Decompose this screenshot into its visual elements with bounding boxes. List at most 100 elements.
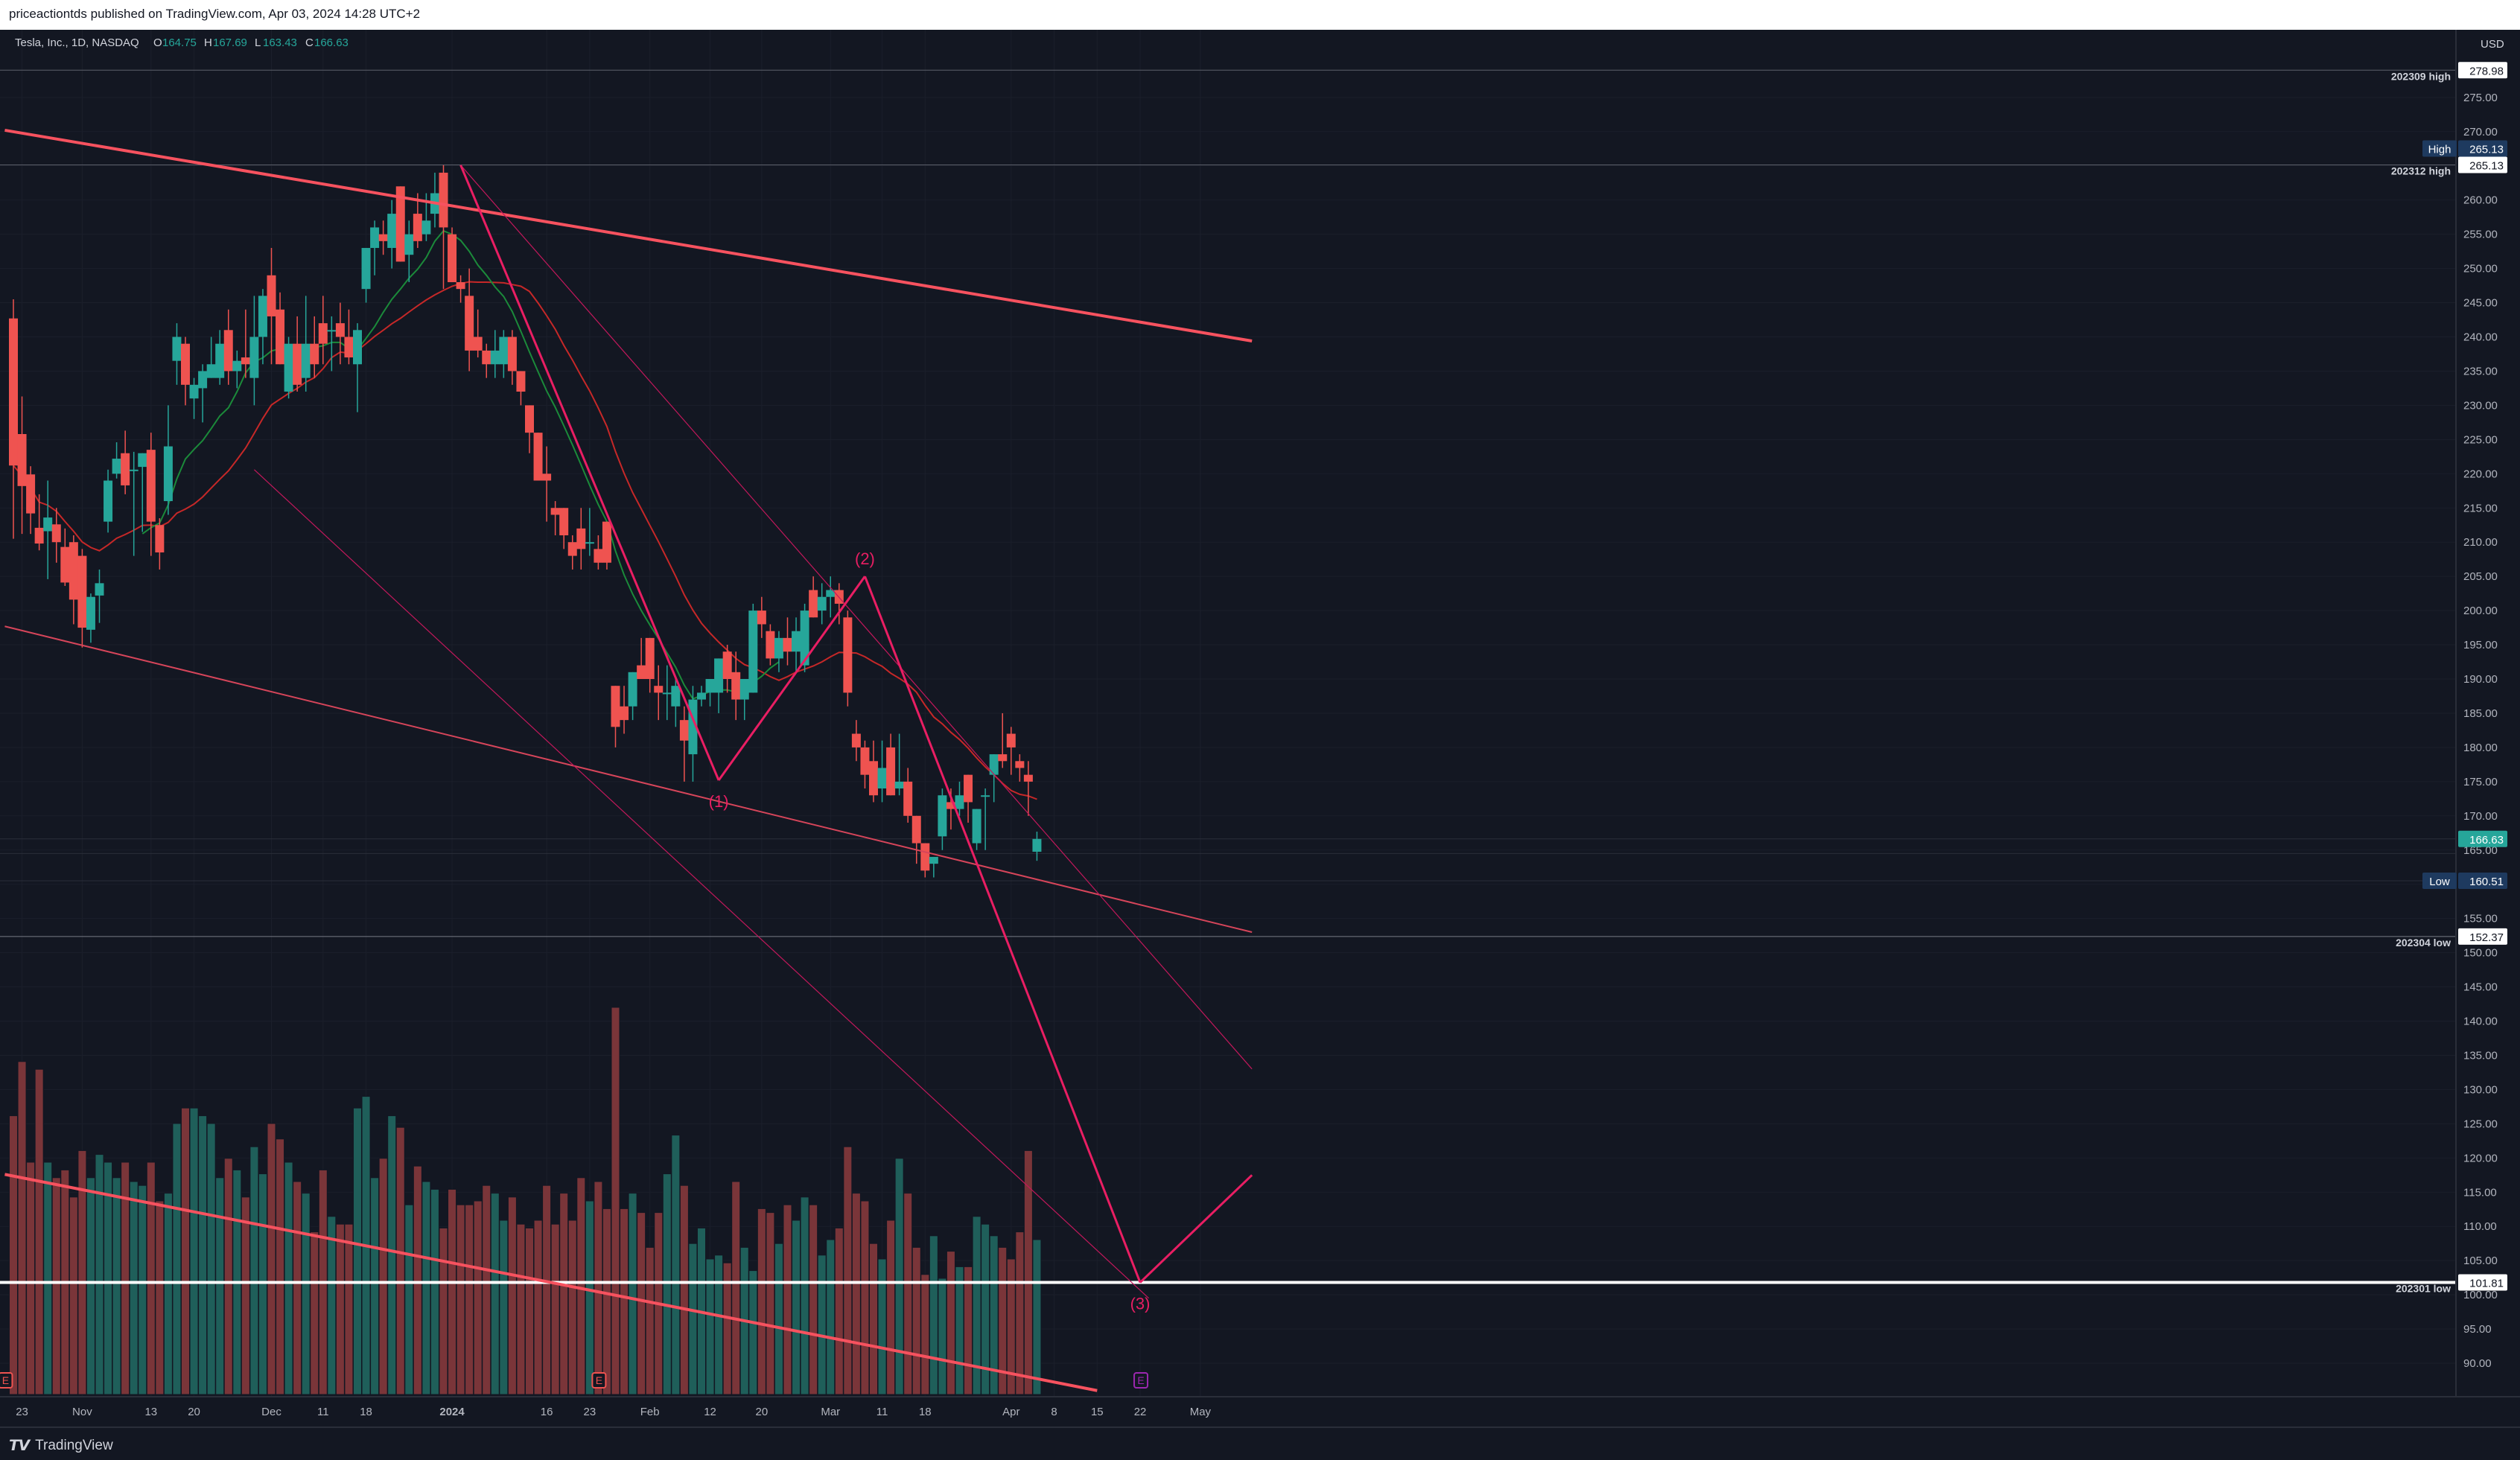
wave-leg-2[interactable] [717, 576, 866, 781]
volume-bar [482, 1185, 491, 1395]
candle [404, 220, 414, 282]
upper-trendline[interactable] [4, 128, 1253, 342]
inner-channel-line[interactable] [253, 469, 1150, 1299]
candle-body [112, 459, 121, 474]
time-axis[interactable]: 23 Nov 13 20 Dec 11 18 2024 16 23 Feb 12 20 Mar 11 18 Ap… [0, 1396, 2520, 1426]
candle-body [903, 781, 913, 816]
volume-trendline[interactable] [4, 1173, 1098, 1392]
candle-body [998, 754, 1008, 762]
volume-bar [731, 1181, 741, 1395]
volume-bar [146, 1161, 156, 1395]
outer-channel-line[interactable] [460, 165, 1253, 1070]
candle-body [809, 590, 818, 618]
candle-body [731, 672, 741, 700]
volume-bar [276, 1138, 285, 1395]
volume-bar [955, 1266, 964, 1395]
wave-label: (3) [1130, 1295, 1151, 1313]
time-tick: 8 [1051, 1406, 1057, 1418]
price-tag: 152.37 [2458, 928, 2507, 945]
wave-leg-4[interactable] [1139, 1174, 1253, 1284]
time-tick: 18 [360, 1406, 372, 1418]
time-tick: Mar [821, 1406, 840, 1418]
candle-body [104, 480, 113, 522]
volume-bar [378, 1158, 388, 1395]
earnings-marker[interactable]: E [1133, 1372, 1149, 1389]
candle [335, 302, 345, 365]
price-tick: 155.00 [2463, 913, 2498, 925]
candle-body [146, 450, 156, 522]
currency-label: USD [2481, 38, 2504, 51]
price-chart[interactable]: 202309 high 202312 high 202304 low 202301 l… [0, 0, 2520, 1426]
volume-bar [301, 1193, 311, 1395]
candle-body [258, 296, 267, 337]
volume-bar [310, 1231, 319, 1395]
candle-body [490, 350, 500, 365]
volume-bar [559, 1193, 569, 1395]
price-tick: 115.00 [2463, 1186, 2497, 1199]
candle [911, 815, 921, 864]
volume-bar [869, 1243, 878, 1395]
candle [448, 227, 457, 282]
tradingview-logo[interactable]: 𝙏𝙑 TradingView [9, 1436, 113, 1455]
candle [473, 309, 483, 358]
time-tick: Nov [72, 1406, 92, 1418]
trendline-drawings[interactable] [4, 128, 1253, 1392]
candle-body [206, 364, 216, 378]
footer-bar: 𝙏𝙑 TradingView [0, 1426, 2520, 1460]
volume-bar [430, 1188, 439, 1395]
volume-bar [34, 1068, 44, 1395]
candle-body [34, 527, 44, 544]
candle-body [550, 508, 560, 515]
volume-bar [43, 1161, 53, 1395]
candle-body [722, 651, 732, 679]
price-tick: 125.00 [2463, 1118, 2498, 1130]
lower-channel-line[interactable] [4, 625, 1253, 934]
candle-body [138, 453, 147, 468]
earnings-marker[interactable]: E [591, 1372, 607, 1389]
candle [327, 316, 337, 372]
legend-close-label: C [305, 36, 314, 49]
moving-averages [13, 229, 1037, 800]
candle-body [894, 781, 904, 789]
price-scale[interactable]: USD 90.00 95.00 100.00 105.00 110.00 115.00 12… [2422, 30, 2520, 1397]
candle-body [43, 517, 53, 532]
price-tag: 265.13 [2458, 156, 2507, 173]
candle-body [404, 234, 414, 255]
candle-body [989, 754, 999, 775]
candle-body [645, 637, 655, 679]
price-tick: 260.00 [2463, 194, 2498, 207]
wave-leg-1[interactable] [459, 165, 720, 781]
earnings-marker-text: E [2, 1374, 9, 1386]
candle [594, 535, 603, 570]
candle [654, 665, 664, 721]
price-tag: 166.63 [2458, 830, 2507, 847]
earnings-marker[interactable]: E [0, 1372, 13, 1389]
volume-bar [662, 1173, 672, 1395]
volume-bar [903, 1193, 913, 1395]
volume-bar [981, 1223, 990, 1395]
wave-leg-3[interactable] [864, 576, 1142, 1284]
candle [241, 309, 250, 378]
candle [542, 446, 552, 522]
price-tag-label: Low [2429, 876, 2450, 888]
candle-body [344, 337, 354, 358]
tradingview-logo-icon: 𝙏𝙑 [9, 1438, 30, 1454]
candle [662, 665, 672, 721]
volume-bar [86, 1177, 95, 1395]
price-tick: 120.00 [2463, 1152, 2498, 1164]
candle [465, 268, 474, 372]
candle-body [77, 555, 87, 628]
candle [1023, 761, 1033, 816]
candle [722, 645, 732, 693]
candle-body [637, 665, 646, 679]
volume-bar [834, 1227, 844, 1395]
candle-body [671, 686, 681, 707]
candle-body [602, 521, 611, 563]
price-tag-box [2458, 873, 2507, 890]
price-tag-value: 278.98 [2469, 65, 2504, 77]
candle [223, 309, 233, 385]
candle [817, 583, 827, 625]
volume-bar [989, 1235, 999, 1395]
volume-bar [714, 1255, 724, 1395]
candle-body [17, 433, 27, 486]
